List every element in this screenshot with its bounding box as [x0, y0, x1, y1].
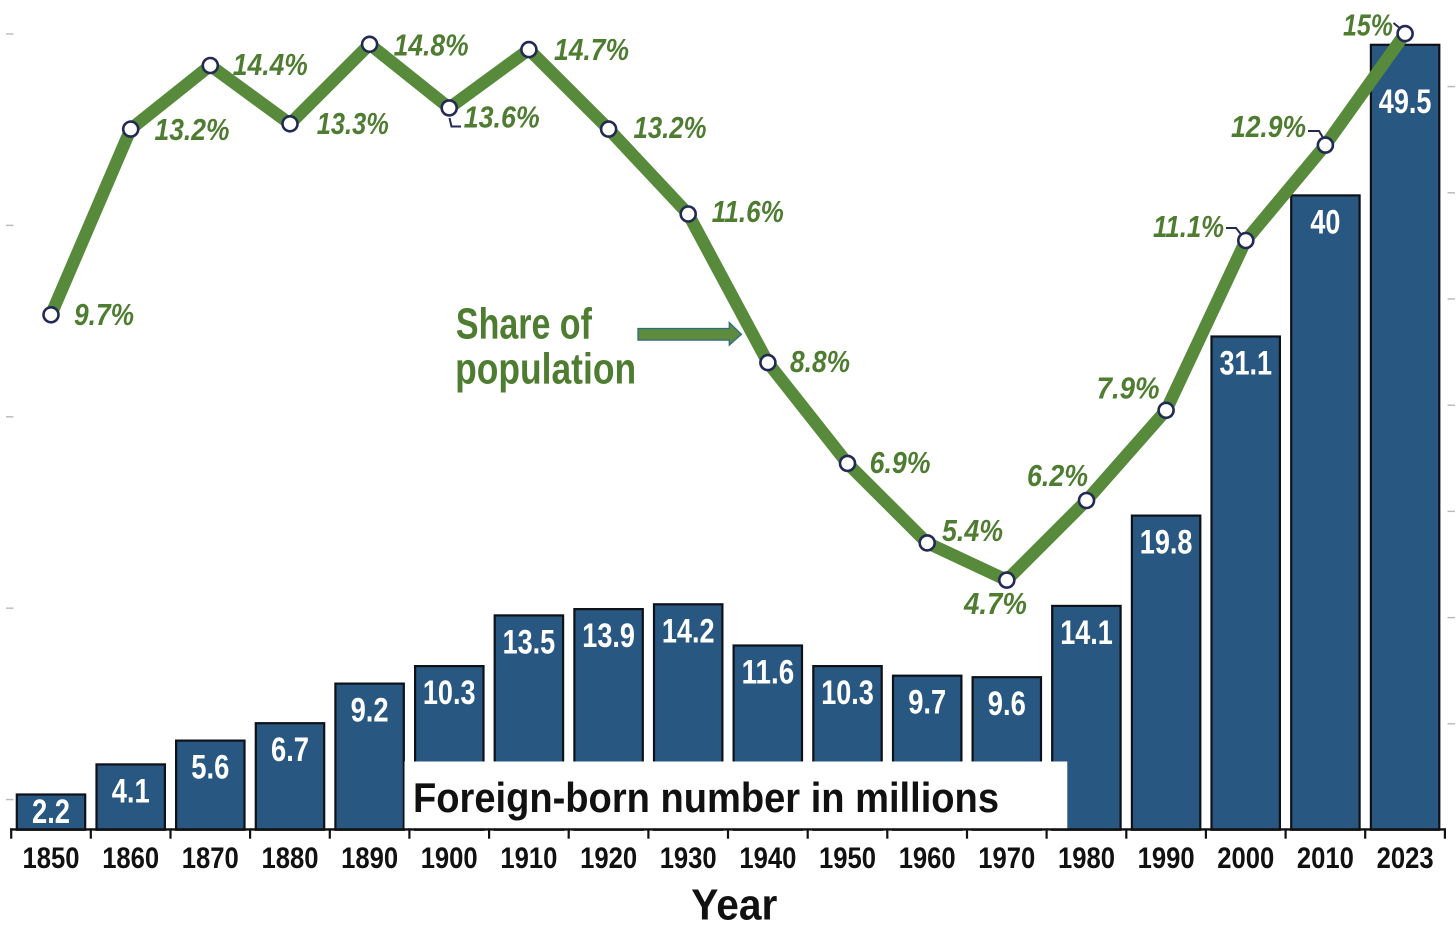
svg-text:1870: 1870: [182, 842, 239, 875]
svg-text:10.3: 10.3: [423, 674, 476, 712]
svg-text:5.4%: 5.4%: [942, 514, 1003, 548]
svg-text:13.9: 13.9: [582, 617, 635, 655]
svg-text:2.2: 2.2: [32, 793, 70, 831]
svg-text:7.9%: 7.9%: [1097, 372, 1160, 406]
svg-text:13.3%: 13.3%: [317, 107, 389, 141]
svg-text:13.2%: 13.2%: [634, 111, 707, 145]
svg-text:14.7%: 14.7%: [554, 33, 629, 67]
svg-text:1970: 1970: [978, 842, 1035, 875]
svg-text:2023: 2023: [1377, 842, 1434, 875]
svg-text:19.8: 19.8: [1140, 524, 1193, 562]
svg-text:2010: 2010: [1297, 842, 1354, 875]
svg-text:1940: 1940: [739, 842, 796, 875]
svg-text:10.3: 10.3: [821, 674, 874, 712]
svg-text:6.2%: 6.2%: [1027, 459, 1088, 493]
svg-text:14.2: 14.2: [662, 612, 715, 650]
svg-text:1890: 1890: [341, 842, 398, 875]
svg-text:5.6: 5.6: [191, 749, 229, 787]
svg-text:1930: 1930: [660, 842, 717, 875]
svg-text:Foreign-born number in million: Foreign-born number in millions: [413, 774, 999, 821]
svg-text:1980: 1980: [1058, 842, 1115, 875]
svg-text:8.8%: 8.8%: [790, 345, 850, 379]
svg-text:14.8%: 14.8%: [394, 29, 469, 63]
svg-text:13.5: 13.5: [503, 623, 556, 661]
svg-text:14.4%: 14.4%: [233, 48, 308, 82]
svg-text:1880: 1880: [262, 842, 319, 875]
svg-text:4.1: 4.1: [112, 772, 150, 810]
svg-text:6.7: 6.7: [271, 731, 309, 769]
svg-text:1950: 1950: [819, 842, 876, 875]
svg-text:14.1: 14.1: [1060, 614, 1113, 652]
svg-text:1910: 1910: [500, 842, 557, 875]
svg-text:40: 40: [1310, 203, 1340, 241]
svg-text:1860: 1860: [102, 842, 159, 875]
svg-text:1900: 1900: [421, 842, 478, 875]
svg-text:Year: Year: [691, 882, 777, 929]
svg-text:1990: 1990: [1138, 842, 1195, 875]
svg-text:9.7%: 9.7%: [74, 298, 134, 332]
svg-text:9.7: 9.7: [908, 684, 946, 722]
svg-text:9.2: 9.2: [351, 692, 389, 730]
svg-text:15%: 15%: [1343, 9, 1393, 43]
svg-text:4.7%: 4.7%: [963, 587, 1027, 621]
svg-text:1850: 1850: [23, 842, 80, 875]
svg-text:population: population: [455, 345, 636, 394]
svg-text:Share of: Share of: [456, 299, 592, 348]
svg-text:31.1: 31.1: [1220, 345, 1273, 383]
svg-text:12.9%: 12.9%: [1231, 110, 1306, 144]
svg-text:11.1%: 11.1%: [1153, 210, 1224, 244]
svg-text:2000: 2000: [1217, 842, 1274, 875]
svg-text:13.6%: 13.6%: [464, 101, 540, 135]
svg-text:49.5: 49.5: [1379, 83, 1432, 121]
svg-text:1960: 1960: [899, 842, 956, 875]
svg-text:13.2%: 13.2%: [155, 113, 230, 147]
svg-text:6.9%: 6.9%: [870, 446, 931, 480]
svg-text:11.6%: 11.6%: [712, 195, 784, 229]
svg-text:1920: 1920: [580, 842, 637, 875]
svg-text:11.6: 11.6: [742, 654, 795, 692]
svg-text:9.6: 9.6: [988, 685, 1026, 723]
